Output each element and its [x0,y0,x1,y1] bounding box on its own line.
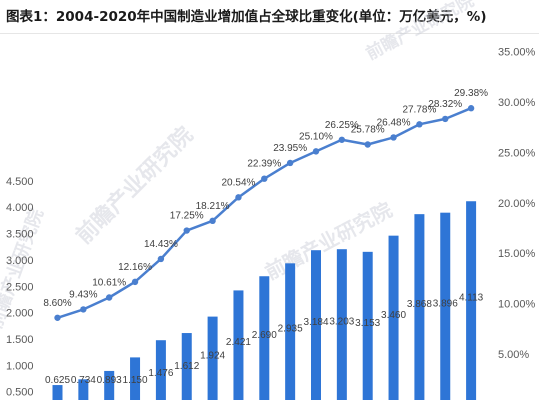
line-point [312,148,320,155]
chart-title: 图表1：2004-2020年中国制造业增加值占全球比重变化(单位：万亿美元，%) [0,0,539,34]
line-point [286,159,294,167]
right-tick-label: 15.00% [498,248,536,260]
line-point [467,105,475,112]
bar [336,249,347,400]
bar [233,290,244,400]
line-point [390,134,397,141]
right-tick-label: 10.00% [498,299,536,311]
line-value-label: 20.54% [221,177,255,188]
bar-value-label: 0.893 [97,375,122,386]
bar-labels: 0.625 0.734 0.893 1.1501.4761.6121.9242.421… [45,293,484,386]
bar-value-label: 1.150 [123,375,148,386]
bar-value-label: 3.896 [433,298,458,309]
line-value-label: 18.21% [196,201,230,212]
line-point [131,278,139,286]
bar [78,379,89,400]
bar-value-label: 3.868 [407,299,432,310]
left-tick-label: 4.000 [6,202,34,214]
bar-value-label: 2.690 [252,330,277,341]
bar-value-label: 0.734 [71,375,96,386]
bar-value-label: 3.460 [381,310,406,321]
line-value-label: 29.38% [454,88,488,99]
bar [52,385,63,400]
watermark-text: 前瞻产业研究院 [261,197,396,284]
bar [362,251,373,400]
line-value-label: 25.10% [299,131,333,142]
bar [440,212,451,400]
left-tick-label: 3.000 [6,255,34,267]
line-point [80,306,87,313]
line-value-label: 10.61% [92,277,126,288]
line-point [106,294,113,301]
watermark-text: 前瞻产业研究院 [71,122,198,249]
line-point [442,115,449,123]
line-value-label: 12.16% [118,262,152,273]
line-value-label: 14.43% [144,239,178,250]
bar [181,333,192,400]
line-point [54,314,61,321]
left-tick-label: 3.500 [6,229,34,241]
left-axis: 0.500 1.000 1.500 2.000 2.500 3.000 3.500 4.000… [6,176,34,399]
bar [130,357,141,400]
line-value-label: 26.48% [377,117,411,128]
line-point [338,136,346,143]
left-tick-label: 2.000 [6,308,34,320]
bar-value-label: 2.935 [278,324,303,335]
line-value-label: 27.78% [402,104,436,115]
line-series [54,105,475,321]
bar-value-label: 1.476 [148,368,173,379]
line-point [364,141,371,148]
right-axis: 5.00% 10.00% 15.00% 20.00% 25.00% 30.00% 35.00… [498,47,536,362]
right-tick-label: 25.00% [498,147,536,159]
line-value-label: 25.78% [351,125,385,136]
line-value-label: 28.32% [428,99,462,110]
left-tick-label: 1.000 [6,360,34,372]
line-point [209,217,216,225]
line-point [235,194,242,201]
bar-value-label: 3.203 [329,317,354,328]
line-value-label: 26.25% [325,120,359,131]
bar [388,235,399,400]
line-value-label: 8.60% [43,298,71,309]
bar-value-label: 3.153 [355,318,380,329]
right-tick-label: 30.00% [498,97,536,109]
right-tick-label: 5.00% [498,349,529,361]
bar-value-label: 3.184 [303,317,328,328]
line-value-label: 17.25% [170,211,204,222]
bar-value-label: 2.421 [226,337,251,348]
bar-value-label: 0.625 [45,375,70,386]
right-tick-label: 35.00% [498,47,536,59]
line-value-label: 22.39% [247,159,281,170]
bar [104,370,115,400]
left-tick-label: 4.500 [6,176,34,188]
right-tick-label: 20.00% [498,198,536,210]
bar [207,316,218,400]
bar-value-label: 4.113 [459,293,484,304]
bar [285,263,296,400]
bar [311,250,321,400]
line-point [261,175,268,182]
bar-series [52,201,477,400]
line-labels: 8.60%9.43%10.61% 12.16% 14.43% 17.25%18.21%… [43,88,488,309]
line-point [416,121,423,128]
bar [155,340,166,400]
bar [466,201,477,400]
watermark-text: 前瞻产业研究院 [362,0,477,64]
bar-value-label: 1.612 [174,361,199,372]
bar [259,276,270,400]
bar [414,214,425,400]
line-value-label: 9.43% [69,289,97,300]
line-value-label: 23.95% [273,143,307,154]
left-tick-label: 1.500 [6,334,34,346]
left-tick-label: 0.500 [6,387,34,399]
bar-value-label: 1.924 [200,350,225,361]
left-tick-label: 2.500 [6,281,34,293]
line-point [157,255,165,263]
line-point [183,227,190,234]
